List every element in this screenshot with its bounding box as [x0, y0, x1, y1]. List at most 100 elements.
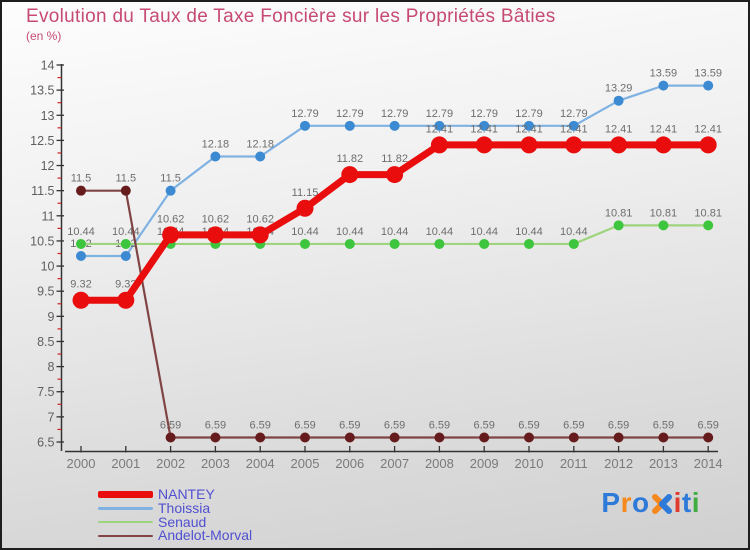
series-marker-andelot-morval [658, 432, 669, 443]
series-marker-andelot-morval [613, 432, 624, 443]
x-tick-label: 2001 [111, 456, 140, 471]
series-marker-thoissia [120, 251, 131, 262]
legend-item-senaud: Senaud [98, 515, 252, 529]
value-label-senaud: 10.81 [650, 207, 678, 219]
series-marker-thoissia [568, 120, 579, 131]
series-marker-nantey [610, 136, 628, 154]
series-marker-thoissia [703, 80, 714, 91]
value-label-nantey: 11.15 [292, 187, 319, 199]
value-label-andelot-morval: 6.59 [294, 419, 315, 431]
y-tick-label: 11 [42, 209, 55, 223]
value-label-andelot-morval: 6.59 [384, 419, 405, 431]
series-marker-andelot-morval [434, 432, 445, 443]
series-marker-andelot-morval [344, 432, 355, 443]
y-tick-label: 9.5 [37, 285, 54, 299]
series-marker-thoissia [76, 251, 86, 262]
legend-swatch-nantey [98, 491, 153, 499]
value-label-senaud: 10.44 [470, 226, 498, 238]
series-marker-thoissia [434, 120, 445, 131]
x-tick-label: 2013 [649, 456, 678, 471]
value-label-senaud: 10.44 [336, 226, 364, 238]
series-marker-andelot-morval [524, 432, 534, 443]
legend-label-thoissia: Thoissia [158, 500, 211, 517]
legend-label-andelot-morval: Andelot-Morval [158, 527, 253, 544]
value-label-senaud: 10.44 [560, 226, 588, 238]
series-marker-andelot-morval [255, 432, 266, 443]
y-tick-label: 12.5 [30, 134, 54, 148]
value-label-nantey: 12.41 [605, 123, 633, 135]
value-label-thoissia: 13.59 [650, 68, 678, 80]
series-marker-thoissia [613, 95, 624, 106]
logo-letter: r [620, 487, 632, 518]
x-tick-label: 2007 [380, 456, 409, 471]
value-label-senaud: 10.44 [515, 226, 543, 238]
series-marker-senaud [76, 238, 86, 249]
series-marker-thoissia [524, 120, 534, 131]
series-marker-senaud [568, 238, 579, 249]
series-marker-nantey [654, 136, 672, 154]
series-marker-senaud [120, 238, 131, 249]
value-label-nantey: 11.82 [381, 153, 408, 165]
series-marker-senaud [434, 238, 445, 249]
value-label-nantey: 10.62 [246, 213, 274, 225]
logo-letter: i [691, 487, 700, 518]
value-label-andelot-morval: 6.59 [429, 419, 450, 431]
x-tick-label: 2002 [156, 456, 185, 471]
series-marker-thoissia [210, 151, 221, 162]
value-label-nantey: 10.62 [202, 213, 230, 225]
y-tick-label: 14 [41, 59, 55, 73]
series-marker-nantey [699, 136, 717, 154]
series-marker-senaud [613, 220, 624, 231]
value-label-senaud: 10.44 [381, 226, 409, 238]
series-marker-andelot-morval [389, 432, 400, 443]
series-marker-nantey [386, 166, 404, 184]
series-marker-nantey [430, 136, 448, 154]
logo-letter: t [681, 487, 692, 518]
x-tick-label: 2003 [201, 456, 230, 471]
y-tick-label: 7.5 [37, 385, 54, 399]
x-tick-label: 2005 [291, 456, 320, 471]
series-marker-thoissia [300, 120, 310, 131]
value-label-andelot-morval: 6.59 [518, 419, 539, 431]
x-tick-label: 2008 [425, 456, 454, 471]
value-label-nantey: 12.41 [426, 123, 454, 135]
series-marker-nantey [520, 136, 538, 154]
value-label-thoissia: 13.29 [605, 83, 633, 95]
logo-x-stroke [658, 501, 672, 514]
value-label-andelot-morval: 6.59 [339, 419, 360, 431]
series-marker-senaud [389, 238, 400, 249]
value-label-thoissia: 12.79 [560, 108, 588, 120]
value-label-senaud: 10.44 [67, 226, 95, 238]
value-label-thoissia: 12.79 [291, 108, 319, 120]
value-label-andelot-morval: 6.59 [697, 419, 718, 431]
series-marker-thoissia [344, 120, 355, 131]
value-label-senaud: 10.81 [605, 207, 633, 219]
series-marker-andelot-morval [300, 432, 310, 443]
series-marker-thoissia [658, 80, 669, 91]
legend-swatch-andelot-morval [98, 534, 153, 538]
chart-title: Evolution du Taux de Taxe Foncière sur l… [26, 6, 556, 27]
logo-x-icon [651, 494, 672, 514]
series-marker-thoissia [255, 151, 266, 162]
y-tick-label: 7 [48, 410, 55, 424]
y-tick-label: 11.5 [31, 184, 54, 198]
series-marker-andelot-morval [76, 185, 86, 196]
value-label-nantey: 11.82 [336, 153, 363, 165]
y-tick-label: 12 [41, 159, 55, 173]
x-tick-label: 2004 [246, 456, 275, 471]
series-marker-nantey [341, 166, 359, 184]
legend-item-nantey: NANTEY [98, 487, 252, 502]
value-label-senaud: 10.81 [694, 207, 722, 219]
y-tick-label: 8.5 [37, 335, 54, 349]
value-label-nantey: 12.41 [694, 123, 722, 135]
series-marker-nantey [206, 226, 224, 244]
y-tick-label: 13 [41, 109, 55, 123]
series-marker-nantey [565, 136, 583, 154]
x-tick-label: 2000 [67, 456, 96, 471]
series-marker-senaud [479, 238, 490, 249]
value-label-thoissia: 12.79 [515, 108, 543, 120]
series-marker-andelot-morval [479, 432, 490, 443]
x-tick-label: 2010 [515, 456, 544, 471]
value-label-nantey: 9.32 [70, 279, 91, 291]
